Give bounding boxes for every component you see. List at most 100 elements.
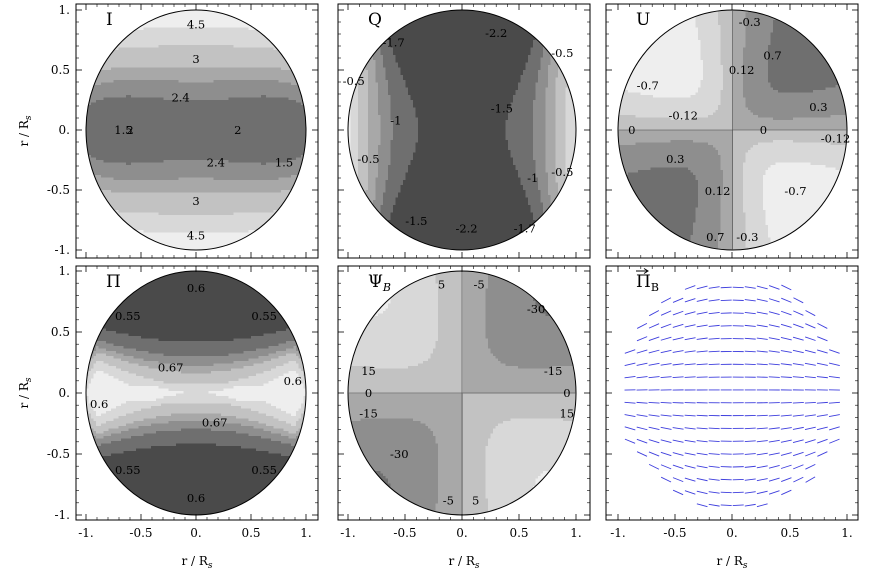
x-tick-label: 1. [570, 526, 581, 540]
vector-mark [684, 363, 696, 366]
vector-mark [781, 489, 792, 496]
contour-label: 0.7 [763, 49, 781, 63]
vector-mark [648, 376, 660, 379]
vector-mark [817, 451, 828, 457]
contour-label: 0.6 [284, 374, 302, 388]
vector-mark [672, 464, 684, 469]
vector-mark [672, 414, 684, 417]
vector-mark [756, 363, 768, 366]
vector-mark [817, 336, 828, 342]
x-tick-label: 1. [300, 526, 311, 540]
vector-mark [793, 310, 804, 316]
vector-mark [768, 285, 780, 290]
vector-mark [636, 401, 648, 404]
vector-mark [660, 426, 672, 430]
vector-mark [768, 465, 780, 469]
x-tick-label: 1. [841, 526, 852, 540]
vector-mark [636, 349, 648, 354]
contour-label: -0.12 [821, 131, 851, 145]
vector-mark [672, 427, 684, 430]
contour-label: 0 [760, 123, 767, 137]
vector-mark [708, 299, 720, 302]
contour-label: 0.7 [706, 230, 724, 244]
vector-mark [756, 414, 768, 417]
vector-mark [780, 427, 792, 430]
panel-title: ΨB [368, 272, 391, 294]
vector-mark [805, 310, 816, 317]
contour-label: -1.5 [405, 214, 427, 228]
vector-mark [732, 504, 744, 506]
vector-mark [756, 427, 768, 430]
vector-mark [624, 349, 636, 354]
contour-label: 0.67 [158, 360, 184, 374]
vector-mark [696, 311, 708, 315]
vector-mark [804, 439, 816, 444]
panel-1: 4.532.41.52 21.52.434.5I1.0.50.-0.5-1.r /… [17, 3, 319, 259]
vector-mark [804, 349, 816, 354]
x-tick-label: -0.5 [663, 526, 686, 540]
vector-mark [696, 440, 708, 443]
panel-3: -0.3 0.7 -0.7 0.12 0.3 -0.12 0 0 -0.12 0.3 0.12 -0.… [605, 3, 859, 259]
vector-mark [636, 362, 648, 366]
vector-mark [684, 465, 696, 469]
y-tick-label: 0.5 [51, 63, 70, 77]
vector-mark [780, 452, 792, 456]
vector-mark [648, 463, 660, 470]
vector-mark [793, 476, 804, 483]
vector-mark [720, 504, 732, 506]
vector-mark [817, 322, 828, 329]
panel-title: Π [106, 272, 121, 292]
vector-mark [768, 477, 780, 482]
vector-mark [805, 451, 816, 457]
contour-label: 5 [472, 493, 479, 507]
vector-mark [792, 363, 804, 366]
vector-mark [768, 414, 780, 417]
vector-mark [780, 439, 792, 443]
vector-mark [792, 426, 804, 430]
contour-label: 0.55 [115, 463, 141, 477]
vector-mark [648, 336, 660, 341]
vector-mark [672, 323, 684, 328]
vector-mark [768, 452, 780, 456]
x-tick-label: -0.5 [393, 526, 416, 540]
vector-mark [649, 310, 660, 317]
vector-mark [660, 349, 672, 354]
contour-label: -0.5 [551, 165, 573, 179]
panel-frame [337, 3, 591, 259]
vector-mark [768, 298, 780, 303]
vector-mark [672, 297, 684, 303]
contour-label: -1.7 [383, 35, 405, 49]
vector-mark [744, 465, 756, 468]
vector-mark [660, 363, 672, 366]
panel-title: ΠB [636, 272, 659, 294]
vector-mark [708, 350, 720, 353]
vector-mark [648, 414, 660, 417]
vector-mark [660, 464, 672, 470]
vector-mark [780, 323, 792, 328]
vector-mark [756, 324, 768, 328]
vector-mark [684, 324, 696, 328]
y-tick-label: -1. [54, 243, 70, 257]
vector-mark [756, 285, 768, 290]
vector-mark [648, 439, 660, 444]
x-axis-label: r / Rs [448, 554, 479, 571]
y-tick-label: 0.5 [51, 325, 70, 339]
vector-mark [660, 476, 672, 483]
x-tick-label: 0.5 [780, 526, 799, 540]
vector-mark [756, 490, 768, 495]
vector-mark [720, 299, 732, 301]
x-axis-label: r / Rs [716, 554, 747, 571]
vector-mark [696, 337, 708, 340]
vector-mark [804, 376, 816, 379]
vector-mark [792, 336, 804, 341]
contour-label: -0.3 [736, 230, 758, 244]
vector-mark [660, 439, 672, 443]
vector-mark [829, 438, 840, 444]
vector-mark [756, 452, 768, 456]
vector-mark [624, 414, 636, 418]
x-tick-label: -1. [610, 526, 626, 540]
axis-ticks [76, 4, 318, 258]
vector-mark [684, 337, 696, 341]
vector-mark [768, 490, 780, 495]
contour-label: 0.6 [90, 397, 108, 411]
